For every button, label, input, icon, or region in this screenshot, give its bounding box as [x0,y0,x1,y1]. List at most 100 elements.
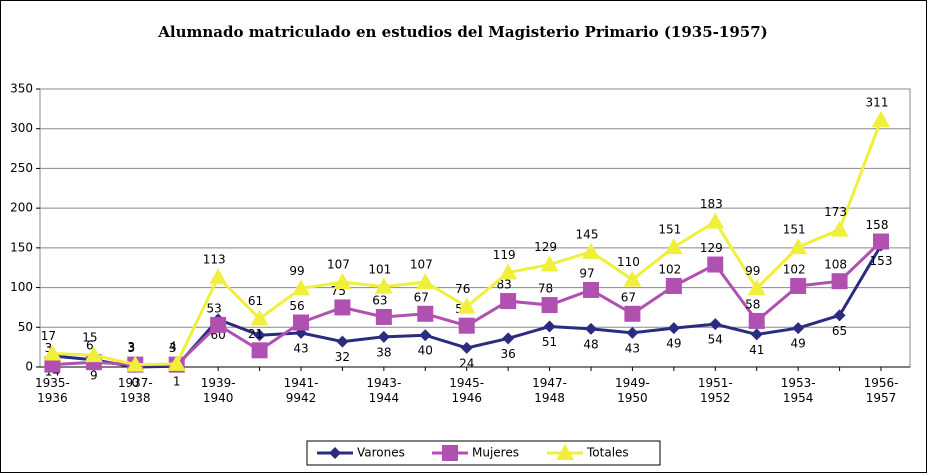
marker [540,255,559,272]
marker [623,270,642,287]
data-label: 53 [207,301,222,315]
data-label: 0 [131,376,139,390]
y-tick-label: 50 [18,320,33,334]
x-tick-label: 1939-1940 [201,376,236,405]
x-tick-label: 1956-1957 [864,376,899,405]
data-label: 145 [576,227,599,241]
y-tick-label: 150 [10,240,33,254]
x-tick-label: 1937-1938 [118,376,153,405]
data-label: 24 [459,356,474,370]
marker [831,273,848,290]
data-label: 102 [783,262,806,276]
marker [833,309,846,322]
data-label: 49 [791,337,806,351]
data-label: 119 [493,248,516,262]
data-label: 41 [749,343,764,357]
marker [500,293,517,310]
x-tick-label: 1949-1950 [615,376,650,405]
data-label: 173 [824,205,847,219]
legend-label: Varones [357,446,405,460]
y-tick-label: 300 [10,121,33,135]
data-label: 38 [376,345,391,359]
marker [329,447,341,459]
y-tick-label: 100 [10,280,33,294]
data-label: 107 [410,258,433,272]
marker [872,110,890,127]
marker [556,444,574,460]
data-label: 67 [621,290,636,304]
data-label: 40 [418,344,433,358]
x-tick-label: 1941-9942 [284,376,319,405]
marker [624,305,641,322]
data-label: 78 [538,282,553,296]
data-label: 129 [700,241,723,255]
marker [209,268,228,285]
marker [292,279,310,296]
data-label: 83 [497,278,512,292]
data-label: 9 [90,368,98,382]
marker [377,330,390,343]
chart-title: Alumnado matriculado en estudios del Mag… [157,23,768,41]
data-label: 3 [127,340,135,354]
data-label: 1 [173,375,181,389]
data-label: 61 [248,294,263,308]
marker [251,342,268,359]
data-label: 101 [368,262,391,276]
marker [790,277,807,294]
x-tick-label: 1935-1936 [35,376,70,405]
marker [210,316,227,333]
marker [126,355,145,372]
data-label: 51 [542,335,557,349]
marker [830,220,849,237]
data-label: 76 [455,282,470,296]
data-label: 15 [82,331,97,345]
marker [792,322,805,335]
data-label: 110 [617,255,640,269]
marker [502,332,515,345]
marker [334,299,351,316]
marker [293,314,309,331]
marker [747,279,766,296]
marker [460,341,473,354]
marker [84,346,103,363]
data-label: 102 [658,262,681,276]
data-label: 107 [327,258,350,272]
marker [707,256,724,273]
marker [582,242,600,259]
data-label: 99 [745,264,760,278]
data-label: 63 [372,293,387,307]
marker [419,329,432,342]
marker [709,318,722,331]
y-tick-label: 0 [25,360,33,374]
data-label: 151 [783,223,806,237]
marker [626,326,639,339]
marker [167,354,186,371]
data-label: 151 [658,223,681,237]
data-label: 311 [866,95,889,109]
x-tick-label: 1947-1948 [532,376,567,405]
data-label: 36 [501,347,516,361]
data-label: 21 [248,327,263,341]
x-tick-label: 1951-1952 [698,376,733,405]
data-label: 129 [534,240,557,254]
data-label: 4 [169,339,177,353]
marker [789,238,808,255]
marker [583,281,599,298]
marker [416,273,435,290]
data-label: 56 [289,299,304,313]
data-label: 67 [414,290,429,304]
data-label: 49 [666,337,681,351]
data-label: 3 [169,341,177,355]
marker [44,356,61,373]
data-label: 48 [583,337,598,351]
y-tick-label: 350 [10,82,33,96]
data-label: 32 [335,350,350,364]
data-label: 65 [832,324,847,338]
marker [665,277,682,294]
x-tick-label: 1945-1946 [449,376,484,405]
data-label: 3 [127,341,135,355]
data-label: 43 [625,341,640,355]
marker [458,317,475,334]
data-label: 3 [45,341,53,355]
